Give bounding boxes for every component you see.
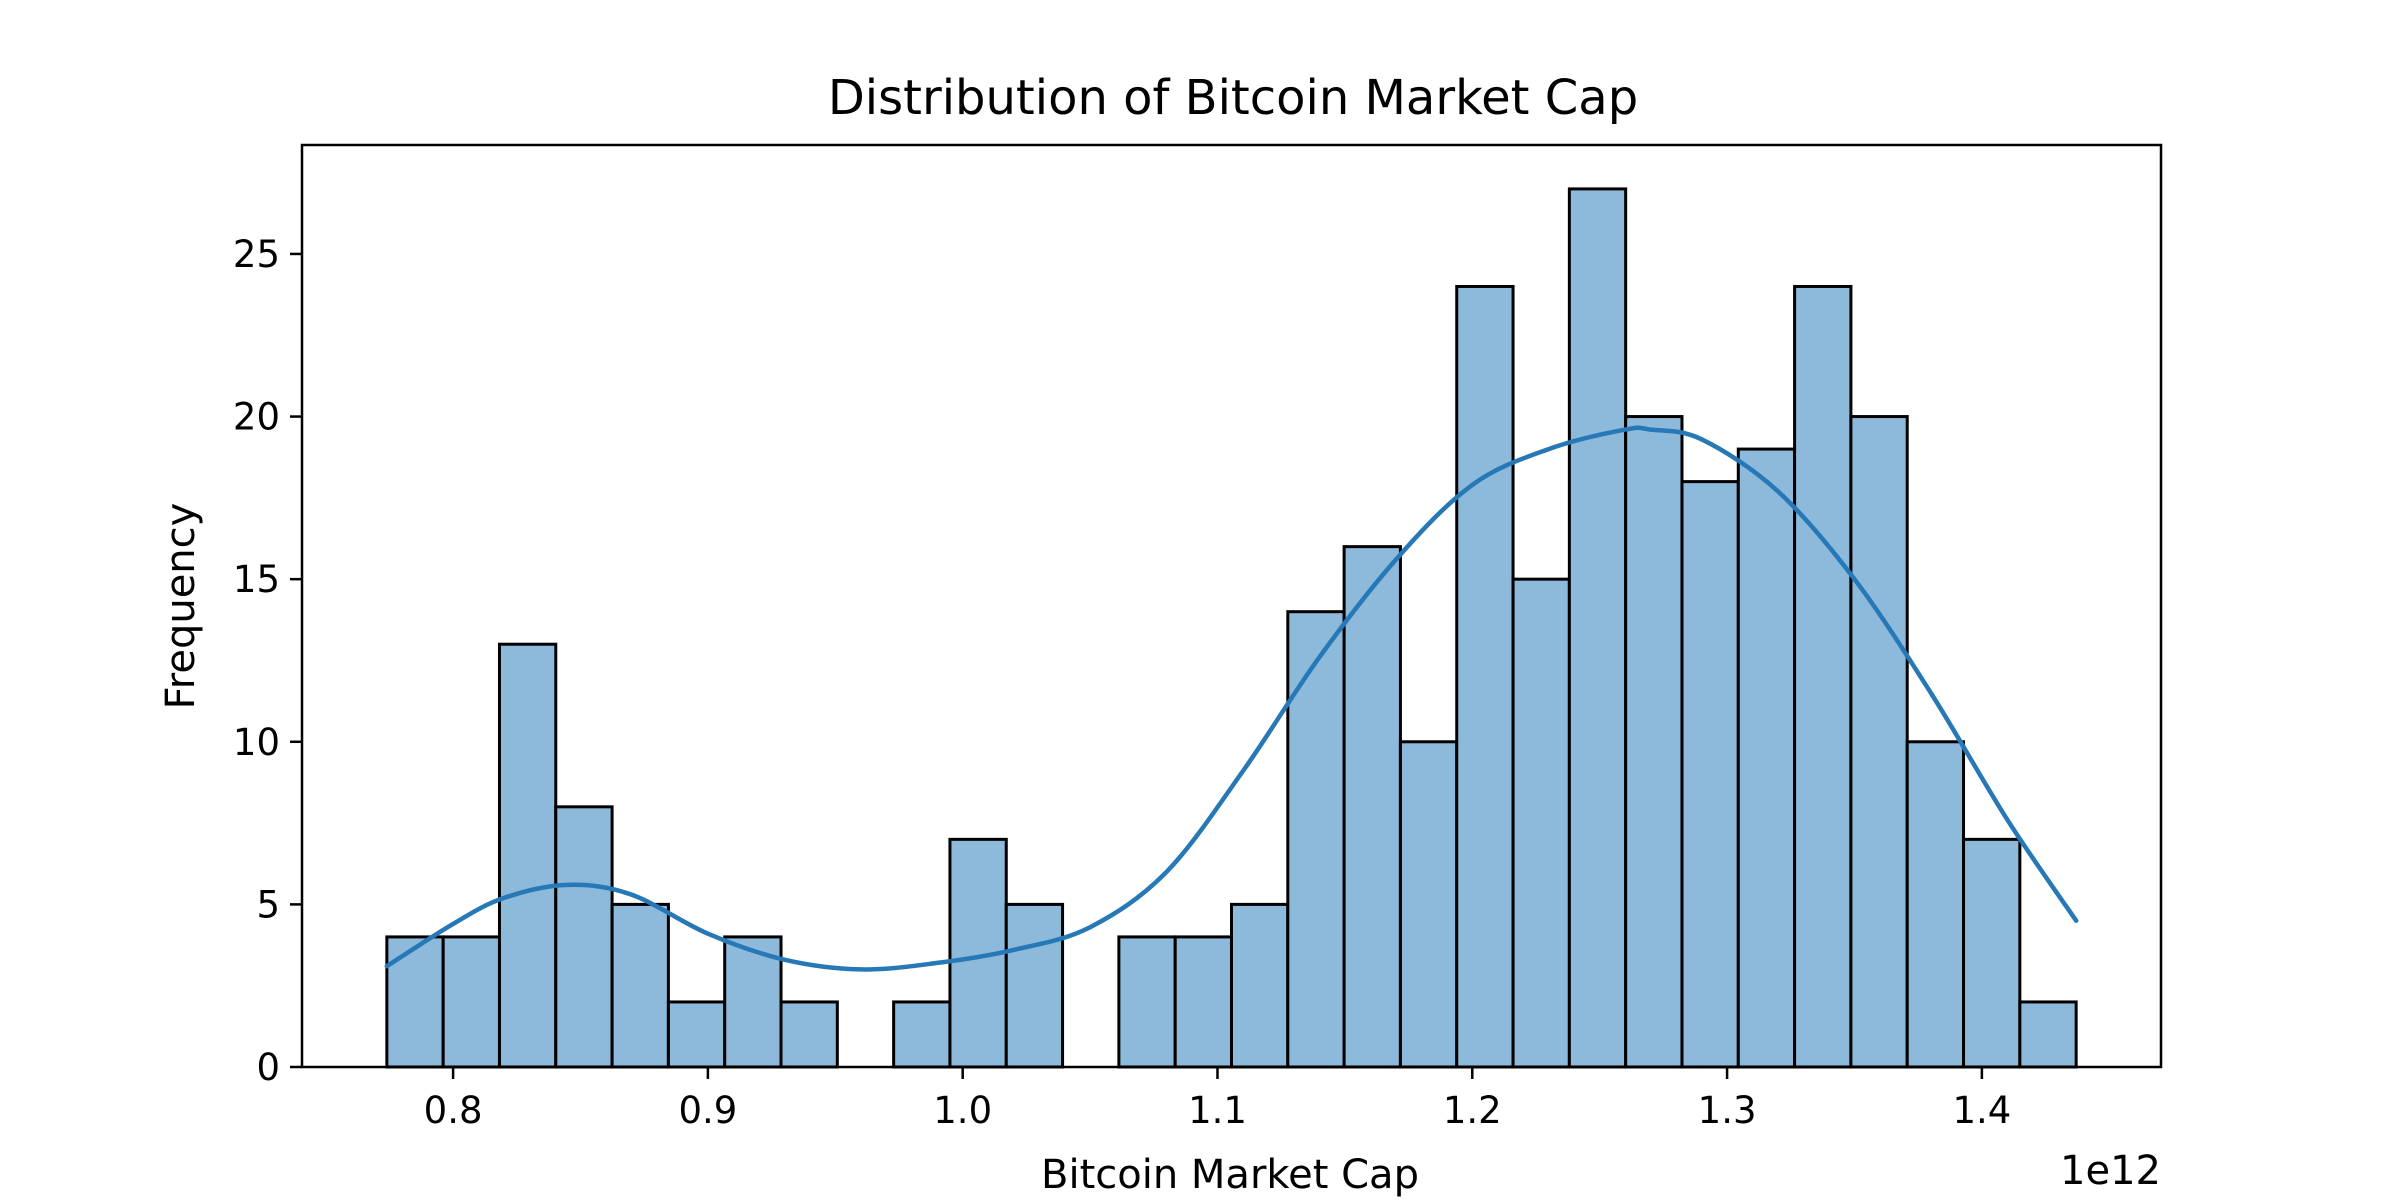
histogram-bar [1117, 935, 1177, 1069]
histogram-bar [1962, 837, 2022, 1069]
y-axis-ticks: 0 5 10 15 20 25 [233, 233, 302, 1089]
histogram-bar [779, 1000, 839, 1069]
y-tick-label: 10 [233, 721, 280, 764]
histogram-bar [1286, 610, 1346, 1069]
y-tick-label: 15 [233, 558, 280, 601]
chart-title: Distribution of Bitcoin Market Cap [828, 70, 1638, 126]
y-tick-label: 25 [233, 233, 280, 276]
x-tick-label: 1.4 [1952, 1089, 2011, 1132]
histogram-bar [1736, 447, 1797, 1069]
histogram-bar [1680, 480, 1740, 1069]
histogram-bar [554, 805, 614, 1069]
x-axis-offset-label: 1e12 [2060, 1148, 2161, 1194]
histogram-bar [1230, 902, 1290, 1069]
histogram-bar [1567, 187, 1628, 1069]
x-axis-ticks: 0.8 0.9 1.0 1.1 1.2 1.3 1.4 [424, 1067, 2011, 1132]
plot-frame [300, 143, 2163, 1069]
histogram-bar [1624, 415, 1684, 1069]
histogram-bar [385, 935, 445, 1069]
histogram-bar [1455, 284, 1515, 1069]
x-tick-label: 1.0 [933, 1089, 992, 1132]
x-axis-label: Bitcoin Market Cap [1041, 1152, 1419, 1198]
histogram-bar [1511, 577, 1571, 1069]
histogram-bar [1793, 284, 1853, 1069]
histogram-bar [2018, 1000, 2078, 1069]
y-tick-label: 5 [256, 883, 280, 926]
y-axis-label: Frequency [158, 503, 204, 710]
histogram-bar [1004, 902, 1065, 1069]
kde-curve [384, 425, 2079, 972]
histogram-bar [892, 1000, 952, 1069]
y-tick-label: 0 [256, 1046, 280, 1089]
y-tick-label: 20 [233, 396, 280, 439]
x-tick-label: 1.3 [1698, 1089, 1757, 1132]
histogram-bar [1342, 545, 1402, 1069]
x-tick-label: 0.9 [678, 1089, 737, 1132]
histogram-bar [1398, 740, 1459, 1069]
histogram-bar [1173, 935, 1233, 1069]
histogram-bar [1905, 740, 1966, 1069]
histogram-bar [610, 902, 670, 1069]
x-tick-label: 1.1 [1188, 1089, 1247, 1132]
histogram-bar [1849, 415, 1909, 1069]
histogram-bar [497, 642, 558, 1069]
bars-group [385, 187, 2078, 1069]
x-tick-label: 0.8 [424, 1089, 483, 1132]
histogram-bar [441, 935, 501, 1069]
histogram-bar [666, 1000, 727, 1069]
x-tick-label: 1.2 [1443, 1089, 1502, 1132]
